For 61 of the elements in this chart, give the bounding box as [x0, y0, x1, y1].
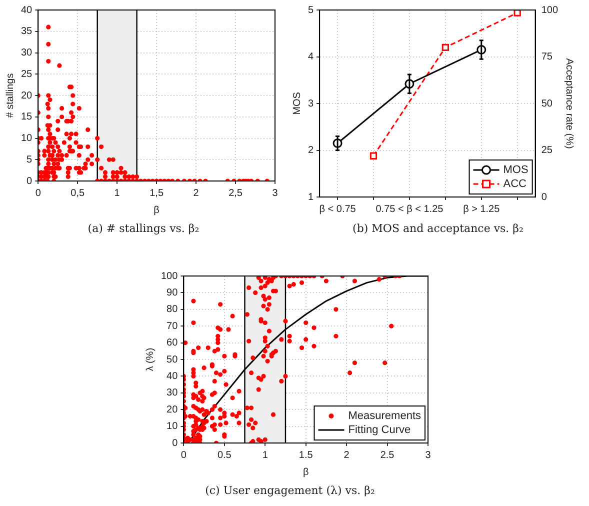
text: (c) User engagement (λ) vs. β₂ — [204, 484, 376, 497]
x-tick-label: 0.5 — [217, 450, 232, 461]
y-tick-label: 90 — [166, 287, 178, 298]
y-tick-label: 30 — [21, 48, 33, 58]
x-tick-label: 2,5 — [228, 188, 243, 199]
y-tick-label: 70 — [166, 320, 178, 332]
y-axis-title: # stallings — [4, 73, 16, 118]
x-tick-label: 1 — [262, 450, 268, 461]
legend-label: ACC — [503, 178, 527, 190]
y-tick-label: 60 — [166, 338, 178, 349]
x-tick-label: 1,5 — [150, 188, 164, 199]
y-tick-label: 40 — [166, 370, 178, 382]
x-tick-label: 2 — [193, 188, 200, 199]
y-tick-label: 100 — [160, 270, 178, 282]
y-tick-label: 25 — [21, 68, 33, 80]
y-tick-label: 5 — [308, 4, 314, 16]
y-tick-label: 50 — [166, 354, 178, 366]
text: (a) # stallings vs. β₂ — [86, 222, 200, 235]
point — [514, 10, 521, 16]
text: (b) MOS and acceptance vs. β₂ — [352, 222, 524, 235]
y-tick-label: 80 — [166, 304, 178, 316]
y-tick-label: 20 — [21, 90, 33, 102]
y-axis-title: MOS — [292, 92, 303, 115]
y-axis-title: λ (%) — [144, 348, 156, 372]
y-tick-label: 30 — [166, 388, 178, 399]
y-tick-label: 35 — [21, 26, 33, 38]
y-tick-label: 15 — [21, 112, 33, 123]
y-tick-label: 0 — [26, 176, 33, 187]
y-tick-label: 2 — [308, 145, 314, 156]
x-axis-title: β — [154, 204, 160, 216]
x-tick-label: 2.5 — [380, 450, 395, 461]
x-tick-label: 0 — [35, 188, 42, 199]
y-tick-label: 20 — [166, 404, 178, 416]
y2-tick-label: 100 — [541, 4, 558, 16]
x-axis-title: β — [302, 466, 309, 478]
legend-label: Fitting Curve — [348, 424, 411, 436]
x-tick-label: 0.75 < β < 1.25 — [376, 204, 444, 215]
y-tick-label: 0 — [172, 438, 178, 449]
x-tick-label: 3 — [272, 188, 278, 199]
x-tick-label: 2 — [344, 450, 350, 461]
y2-tick-label: 25 — [541, 145, 553, 156]
y-tick-label: 10 — [21, 133, 33, 144]
y-tick-label: 40 — [21, 4, 33, 16]
y-tick-label: 10 — [166, 421, 178, 432]
y2-tick-label: 75 — [541, 52, 553, 62]
y2-tick-label: 50 — [541, 98, 553, 110]
x-tick-label: 0,5 — [70, 188, 85, 199]
y2-axis-title: Acceptance rate (%) — [563, 58, 574, 149]
y-tick-label: 4 — [308, 52, 314, 62]
x-tick-label: β > 1.25 — [463, 204, 500, 215]
legend-label: Measurements — [348, 410, 422, 422]
x-tick-label: β < 0.75 — [319, 204, 356, 215]
point — [442, 44, 449, 51]
x-tick-label: 1 — [114, 188, 120, 199]
x-tick-label: 0 — [180, 450, 187, 461]
y-tick-label: 5 — [26, 154, 33, 166]
x-tick-label: 3 — [425, 450, 432, 461]
point — [370, 152, 378, 160]
y-tick-label: 3 — [308, 98, 314, 110]
legend-label: MOS — [503, 164, 528, 176]
x-tick-label: 1.5 — [298, 450, 314, 461]
